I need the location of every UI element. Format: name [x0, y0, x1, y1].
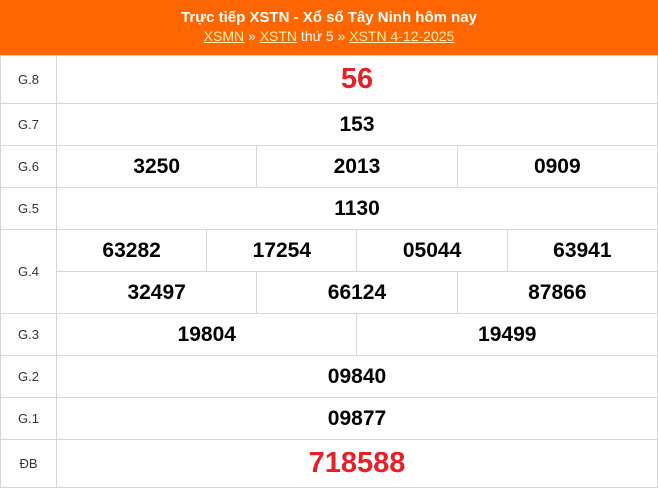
- prize-row: G.5 1130: [0, 187, 658, 230]
- header: Trực tiếp XSTN - Xổ số Tây Ninh hôm nay …: [0, 0, 658, 55]
- sep: »: [244, 28, 260, 44]
- prize-row: 32497 66124 87866: [1, 271, 658, 314]
- prize-number: 56: [56, 55, 658, 104]
- prize-row: G.8 56: [0, 55, 658, 104]
- prize-number: 87866: [456, 271, 658, 314]
- prize-row: G.3 19804 19499: [0, 313, 658, 356]
- prize-row: G.7 153: [0, 103, 658, 146]
- page-title: Trực tiếp XSTN - Xổ số Tây Ninh hôm nay: [181, 9, 477, 26]
- prize-number: 2013: [256, 145, 458, 188]
- prize-number: 17254: [206, 229, 358, 272]
- prize-label: G.5: [0, 187, 57, 230]
- prize-row: ĐB 718588: [0, 439, 658, 488]
- prize-number: 05044: [356, 229, 508, 272]
- prize-number: 63941: [506, 229, 658, 272]
- results-table: G.8 56 G.7 153 G.6 3250 2013 0909 G.5 1130 G.4 6328…: [0, 55, 658, 488]
- prize-number: 19499: [356, 313, 658, 356]
- link-xsmn[interactable]: XSMN: [203, 28, 245, 44]
- prize-number: 63282: [55, 229, 208, 272]
- prize-number: 718588: [56, 439, 658, 488]
- prize-number: 32497: [55, 271, 258, 314]
- prize-number: 153: [56, 103, 658, 146]
- prize-number: 19804: [55, 313, 358, 356]
- prize-label: G.1: [0, 397, 57, 440]
- prize-label: G.3: [0, 313, 57, 356]
- breadcrumb: XSMN » XSTN thứ 5 » XSTN 4-12-2025: [0, 27, 658, 46]
- prize-label: G.4: [0, 229, 57, 314]
- prize-number: 09877: [56, 397, 658, 440]
- prize-label: G.8: [0, 55, 57, 104]
- prize-row: G.4 63282 17254 05044 63941: [0, 229, 658, 314]
- sep: »: [333, 28, 350, 44]
- prize-number: 1130: [56, 187, 658, 230]
- prize-number: 66124: [256, 271, 458, 314]
- prize-label: ĐB: [0, 439, 57, 488]
- prize-row: G.1 09877: [0, 397, 658, 440]
- prize-number: 0909: [456, 145, 658, 188]
- link-xstn[interactable]: XSTN: [259, 28, 298, 44]
- prize-number: 09840: [56, 355, 658, 398]
- weekday: thứ 5: [297, 28, 334, 44]
- prize-number: 3250: [55, 145, 258, 188]
- prize-label: G.7: [0, 103, 57, 146]
- link-xstn-date[interactable]: XSTN 4-12-2025: [349, 28, 455, 44]
- prize-label: G.2: [0, 355, 57, 398]
- prize-row: G.2 09840: [0, 355, 658, 398]
- prize-label: G.6: [0, 145, 57, 188]
- prize-row: G.6 3250 2013 0909: [0, 145, 658, 188]
